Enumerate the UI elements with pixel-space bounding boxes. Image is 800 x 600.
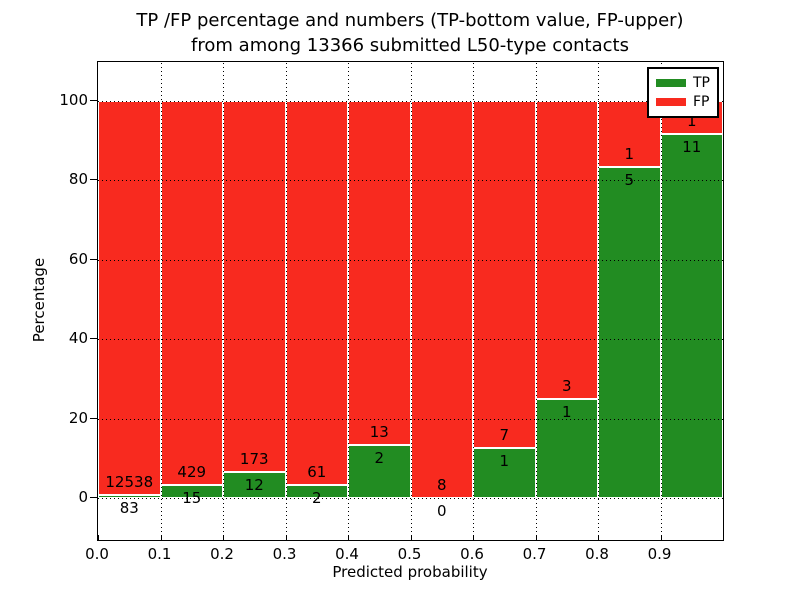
x-gridline [348,62,349,540]
tp-count-label: 2 [374,449,385,468]
x-tick-mark [223,535,224,540]
x-tick-label: 0.4 [335,545,359,563]
y-tick-label: 20 [68,408,88,427]
tp-bar-segment [348,445,411,498]
y-tick-label: 80 [68,170,88,189]
tp-bar-segment [473,448,536,498]
y-tick-label: 0 [78,488,88,506]
x-gridline [473,62,474,540]
legend-entry-fp: FP [649,95,717,109]
fp-swatch-icon [656,98,686,107]
fp-count-label: 1 [624,145,635,164]
x-tick-label: 0.0 [85,545,109,563]
tp-bar-segment [98,495,161,498]
y-tick-mark [90,338,97,340]
chart-title-line-1: TP /FP percentage and numbers (TP-bottom… [136,10,684,31]
fp-bar-segment [348,101,411,446]
x-tick-label: 0.7 [522,545,547,563]
x-tick-mark [473,535,474,540]
x-tick-mark [348,535,349,540]
x-tick-label: 0.1 [147,545,172,563]
y-tick-label: 60 [68,249,88,268]
x-gridline [535,62,537,540]
x-tick-mark [660,535,662,540]
fp-bar-segment [410,101,473,498]
y-tick-label: 40 [68,329,88,348]
x-tick-label: 0.5 [397,545,422,563]
tp-count-label: 11 [682,138,702,157]
fp-bar-segment [223,101,286,473]
legend-label-fp: FP [693,94,710,111]
y-tick-mark [90,179,97,181]
tp-count-label: 1 [499,452,510,471]
tp-count-label: 15 [182,488,202,507]
y-tick-mark [90,258,97,260]
fp-count-label: 3 [561,376,572,395]
fp-count-label: 7 [499,426,510,445]
y-tick-mark [90,497,97,498]
x-tick-label: 0.3 [272,545,297,563]
x-axis-title: Predicted probability [332,563,488,581]
tp-bar-segment [660,134,723,498]
fp-count-label: 61 [307,463,327,482]
x-gridline [410,62,412,540]
fp-bar-segment [535,101,598,399]
y-tick-label: 100 [59,91,88,109]
tp-count-label: 12 [244,476,264,495]
x-gridline [223,62,224,540]
fp-count-label: 12538 [105,473,154,492]
legend: TP FP [647,67,719,118]
fp-count-label: 13 [369,423,389,442]
x-tick-mark [535,535,537,540]
fp-bar-segment [473,101,536,449]
legend-label-tp: TP [693,74,710,91]
tp-count-label: 5 [624,171,635,190]
fp-bar-segment [160,101,223,485]
plot-area: 12538 83 429 15 173 12 61 2 13 2 8 0 7 1 3 1 1 5 1 11 [97,61,724,541]
tp-count-label: 0 [436,502,447,520]
fp-count-label: 8 [436,476,447,494]
x-gridline [160,62,162,540]
x-tick-mark [410,535,412,540]
x-gridline [598,62,599,540]
tp-bar-segment [598,167,661,498]
x-tick-mark [285,535,287,540]
tp-count-label: 2 [311,489,322,508]
chart-title: TP /FP percentage and numbers (TP-bottom… [0,8,800,58]
fp-bar-segment [98,101,161,496]
fp-count-label: 1 [686,112,697,131]
tp-count-label: 1 [561,402,572,421]
y-tick-mark [90,100,97,101]
x-tick-label: 0.2 [210,545,234,563]
x-tick-label: 0.6 [460,545,484,563]
x-tick-mark [98,535,99,540]
fp-bar-segment [285,101,348,486]
chart-title-line-2: from among 13366 submitted L50-type cont… [191,35,629,56]
x-tick-label: 0.9 [647,545,672,563]
fp-count-label: 173 [239,450,269,469]
x-tick-label: 0.8 [585,545,609,563]
fp-count-label: 429 [177,462,207,481]
tp-swatch-icon [656,78,686,87]
y-tick-mark [90,417,97,419]
tp-bar-segment [223,472,286,498]
tp-count-label: 83 [119,499,139,518]
legend-entry-tp: TP [649,76,717,90]
x-gridline [660,62,662,540]
x-gridline [285,62,287,540]
x-tick-mark [598,535,599,540]
x-tick-mark [160,535,162,540]
